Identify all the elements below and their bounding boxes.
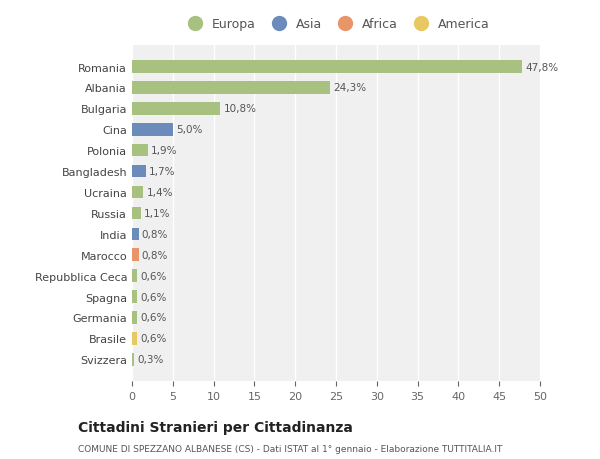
Text: 0,8%: 0,8% <box>142 230 168 239</box>
Text: COMUNE DI SPEZZANO ALBANESE (CS) - Dati ISTAT al 1° gennaio - Elaborazione TUTTI: COMUNE DI SPEZZANO ALBANESE (CS) - Dati … <box>78 444 502 453</box>
Text: 10,8%: 10,8% <box>223 104 256 114</box>
Text: 0,3%: 0,3% <box>138 354 164 364</box>
Bar <box>132 124 173 136</box>
Bar <box>132 353 134 366</box>
Text: 0,6%: 0,6% <box>140 313 167 323</box>
Bar <box>132 186 143 199</box>
Bar <box>132 61 522 73</box>
Text: 47,8%: 47,8% <box>526 62 559 73</box>
Bar <box>132 270 137 282</box>
Text: 0,8%: 0,8% <box>142 250 168 260</box>
Text: 0,6%: 0,6% <box>140 292 167 302</box>
Bar <box>132 332 137 345</box>
Text: 1,9%: 1,9% <box>151 146 177 156</box>
Bar <box>132 103 220 115</box>
Bar <box>132 145 148 157</box>
Text: 0,6%: 0,6% <box>140 271 167 281</box>
Text: 24,3%: 24,3% <box>334 83 367 93</box>
Text: 5,0%: 5,0% <box>176 125 202 135</box>
Bar <box>132 249 139 262</box>
Text: 0,6%: 0,6% <box>140 334 167 344</box>
Legend: Europa, Asia, Africa, America: Europa, Asia, Africa, America <box>177 13 495 36</box>
Text: 1,4%: 1,4% <box>146 188 173 197</box>
Bar <box>132 82 330 95</box>
Bar <box>132 291 137 303</box>
Bar <box>132 312 137 324</box>
Bar <box>132 228 139 241</box>
Bar <box>132 165 146 178</box>
Text: Cittadini Stranieri per Cittadinanza: Cittadini Stranieri per Cittadinanza <box>78 420 353 434</box>
Text: 1,7%: 1,7% <box>149 167 176 177</box>
Bar <box>132 207 141 220</box>
Text: 1,1%: 1,1% <box>144 208 171 218</box>
